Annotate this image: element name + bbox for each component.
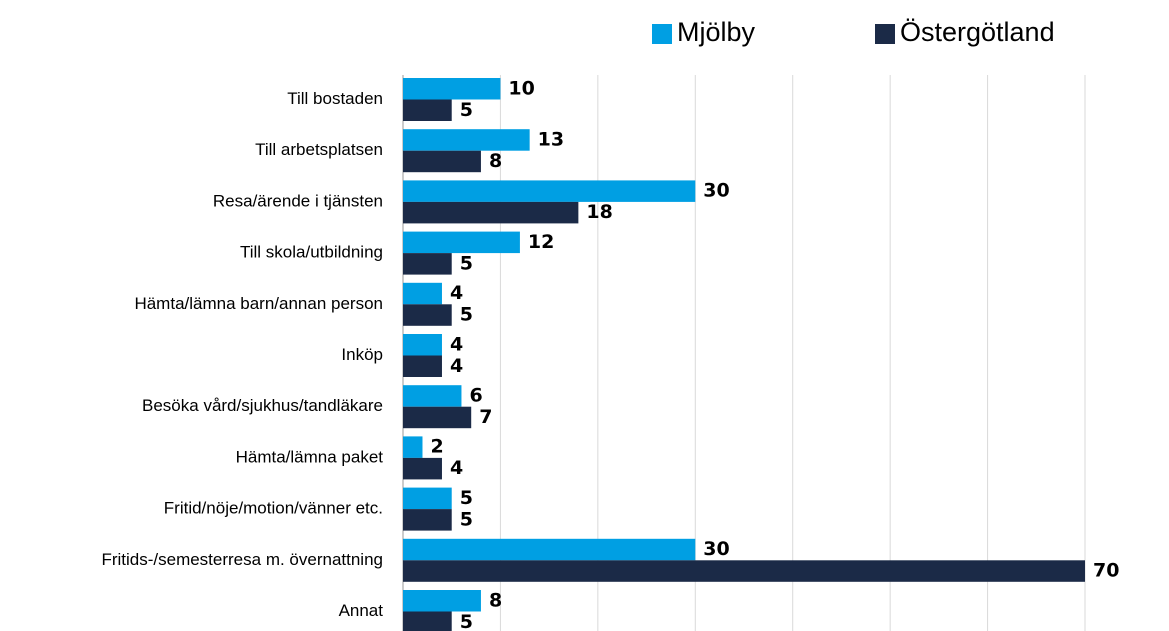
category-label: Till bostaden — [287, 89, 383, 108]
bar — [403, 282, 442, 305]
bar — [403, 78, 501, 100]
category-label: Fritids-/semesterresa m. övernattning — [101, 550, 383, 569]
category-label: Besöka vård/sjukhus/tandläkare — [142, 396, 383, 415]
bar — [403, 180, 696, 202]
value-label: 5 — [460, 611, 473, 631]
value-label: 7 — [479, 406, 492, 428]
legend-swatch — [652, 24, 672, 44]
bar — [403, 509, 452, 531]
value-label: 13 — [538, 128, 564, 150]
category-label: Till arbetsplatsen — [255, 140, 383, 159]
bar — [403, 99, 452, 121]
bar — [403, 201, 579, 224]
value-label: 8 — [489, 589, 502, 611]
legend-swatch — [875, 24, 895, 44]
bar — [403, 355, 442, 377]
bar — [403, 406, 472, 429]
value-label: 10 — [508, 77, 534, 99]
value-label: 30 — [703, 180, 729, 202]
value-label: 5 — [460, 508, 473, 530]
value-label: 5 — [460, 304, 473, 326]
value-label: 5 — [460, 99, 473, 121]
value-label: 4 — [450, 333, 463, 355]
category-label: Annat — [339, 601, 384, 620]
bar — [403, 385, 462, 407]
value-label: 12 — [528, 231, 554, 253]
bar — [403, 253, 452, 275]
bar — [403, 334, 442, 356]
value-label: 70 — [1093, 560, 1119, 582]
value-label: 4 — [450, 282, 463, 304]
legend-label: Mjölby — [677, 17, 756, 47]
value-label: 8 — [489, 150, 502, 172]
value-label: 30 — [703, 538, 729, 560]
legend-label: Östergötland — [900, 17, 1055, 47]
bar — [403, 487, 452, 510]
value-label: 2 — [430, 436, 443, 458]
bar — [403, 590, 481, 612]
value-label: 5 — [460, 487, 473, 509]
bar — [403, 150, 481, 173]
bar — [403, 129, 530, 151]
value-label: 6 — [469, 384, 482, 406]
bar — [403, 457, 442, 480]
value-label: 5 — [460, 252, 473, 274]
category-label: Inköp — [341, 345, 383, 364]
category-label: Fritid/nöje/motion/vänner etc. — [164, 499, 383, 518]
category-label: Resa/ärende i tjänsten — [213, 191, 383, 210]
value-label: 4 — [450, 355, 463, 377]
bar — [403, 436, 423, 458]
category-label: Hämta/lämna barn/annan person — [134, 294, 383, 313]
value-label: 4 — [450, 457, 463, 479]
bar — [403, 560, 1085, 582]
bar — [403, 304, 452, 326]
bar — [403, 231, 520, 254]
bar — [403, 611, 452, 631]
category-label: Hämta/lämna paket — [236, 447, 384, 466]
category-label: Till skola/utbildning — [240, 243, 383, 262]
bar — [403, 538, 696, 561]
value-label: 18 — [586, 201, 612, 223]
